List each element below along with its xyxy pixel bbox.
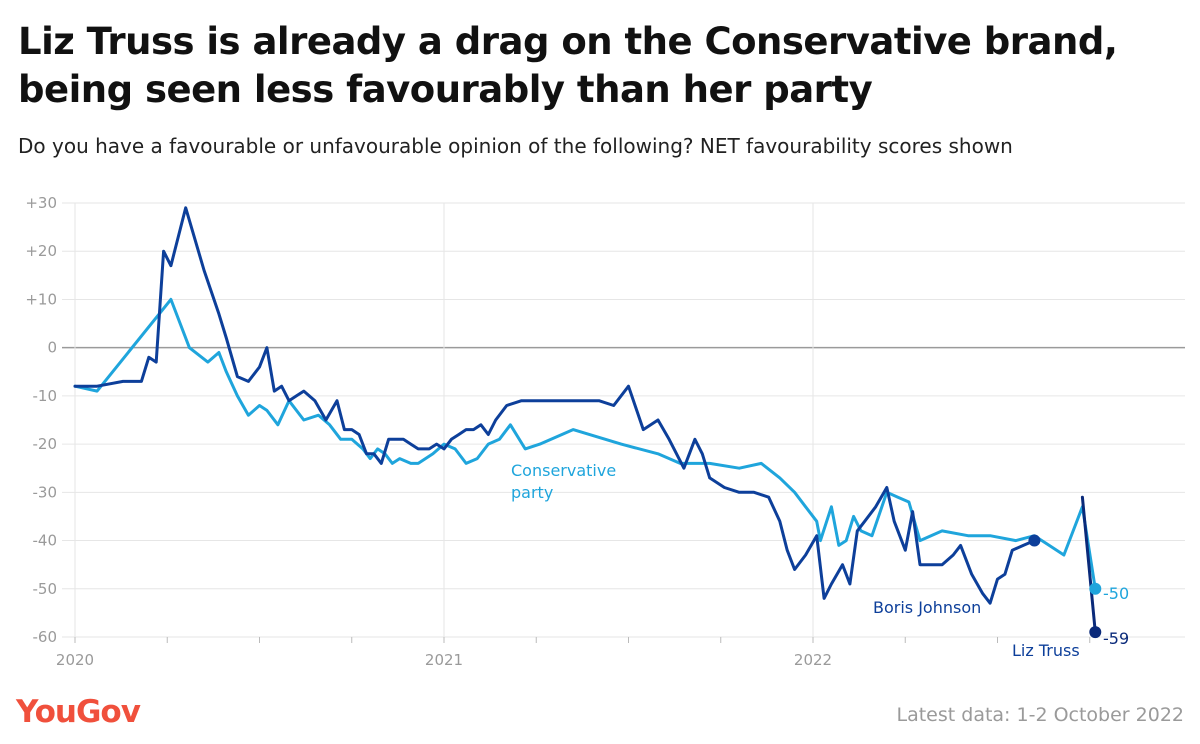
end-marker-conservative [1089, 582, 1102, 595]
yougov-logo: YouGov [16, 694, 141, 730]
y-tick-label: +20 [25, 242, 57, 260]
series-layer [73, 206, 1097, 634]
chart-title: Liz Truss is already a drag on the Conse… [18, 20, 1118, 111]
y-tick-label: -50 [33, 580, 58, 598]
series-line-truss [1080, 495, 1097, 634]
end-label-truss: -59 [1103, 629, 1129, 648]
y-tick-label: +10 [25, 290, 57, 308]
line-chart: +30 +20 +10 0 -10 -20 -30 -40 -50 -60 2020 2021 2022… [25, 194, 1185, 669]
annotation-liz-truss: Liz Truss [1012, 641, 1080, 660]
chart-subtitle: Do you have a favourable or unfavourable… [18, 134, 1013, 158]
x-tick-label: 2021 [425, 651, 463, 669]
series-line-conservative [73, 297, 1097, 591]
annotation-boris-johnson: Boris Johnson [873, 598, 981, 617]
y-tick-label: 0 [47, 339, 57, 357]
grid-layer [62, 202, 1185, 638]
y-tick-label: -10 [33, 387, 58, 405]
latest-data-note: Latest data: 1-2 October 2022 [896, 704, 1185, 726]
y-tick-label: -20 [33, 435, 58, 453]
end-marker-johnson [1028, 534, 1041, 547]
y-tick-label: -30 [33, 483, 58, 501]
annotation-conservative-party-line1: Conservative [511, 461, 616, 480]
end-marker-truss [1089, 626, 1102, 639]
axis-layer: +30 +20 +10 0 -10 -20 -30 -40 -50 -60 2020 2021 2022 [25, 194, 1091, 669]
y-tick-label: -40 [33, 532, 58, 550]
annotation-conservative-party-line2: party [511, 483, 553, 502]
y-tick-label: -60 [33, 628, 58, 646]
x-tick-label: 2020 [56, 651, 94, 669]
x-tick-label: 2022 [794, 651, 832, 669]
series-line-johnson [73, 206, 1036, 605]
marker-layer [1028, 534, 1102, 639]
end-label-conservative: -50 [1103, 584, 1129, 603]
y-tick-label: +30 [25, 194, 57, 212]
